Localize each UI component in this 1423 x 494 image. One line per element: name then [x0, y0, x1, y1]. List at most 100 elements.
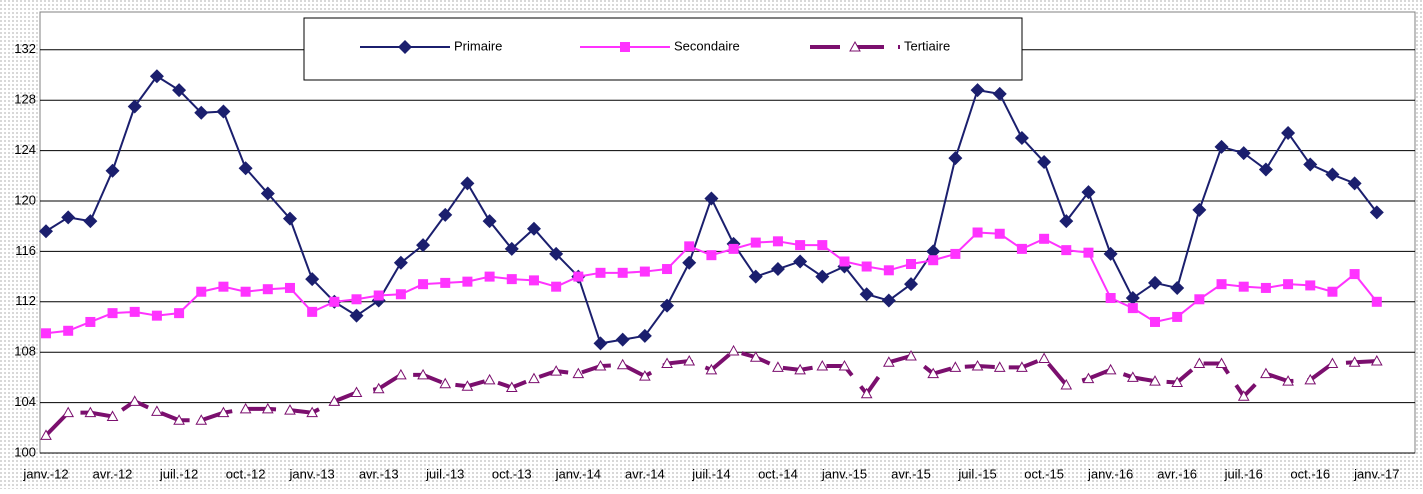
point	[462, 276, 473, 287]
point	[127, 99, 142, 114]
x-tick-label: avr.-15	[891, 466, 931, 481]
point	[526, 221, 541, 236]
point	[483, 373, 496, 385]
point	[1347, 176, 1362, 191]
y-tick-label: 128	[14, 92, 36, 107]
point	[1370, 354, 1383, 366]
point	[505, 381, 518, 392]
point	[106, 410, 119, 421]
point	[1103, 246, 1118, 261]
point	[196, 286, 207, 297]
x-tick-label: juil.-14	[691, 466, 730, 481]
legend-label: Secondaire	[674, 38, 740, 53]
legend-label: Primaire	[454, 38, 502, 53]
point	[329, 296, 340, 307]
point	[1214, 139, 1229, 154]
point	[1149, 375, 1161, 386]
point	[617, 267, 628, 278]
point	[728, 243, 739, 254]
point	[195, 414, 208, 425]
x-tick-label: oct.-15	[1024, 466, 1064, 481]
x-tick-label: oct.-13	[492, 466, 532, 481]
point	[616, 358, 629, 370]
point	[994, 228, 1005, 239]
point	[1236, 146, 1251, 161]
point	[1039, 233, 1050, 244]
point	[860, 387, 873, 399]
point	[194, 105, 209, 120]
point	[395, 368, 407, 380]
point	[950, 248, 961, 259]
point	[1194, 294, 1205, 305]
point	[684, 241, 695, 252]
point	[662, 264, 673, 275]
point	[948, 151, 963, 166]
point	[328, 395, 341, 406]
point	[1038, 352, 1050, 363]
point	[129, 306, 140, 317]
point	[906, 259, 917, 269]
point	[282, 211, 297, 226]
point	[350, 386, 363, 398]
x-tick-label: juil.-16	[1224, 466, 1263, 481]
point	[63, 325, 74, 336]
point	[261, 402, 274, 414]
point	[704, 191, 719, 206]
point	[883, 265, 894, 276]
point	[1304, 373, 1317, 385]
point	[528, 275, 539, 286]
point	[1059, 214, 1074, 229]
point	[1260, 367, 1272, 379]
point	[1283, 279, 1294, 290]
point	[438, 207, 453, 222]
point	[260, 186, 275, 201]
point	[1082, 372, 1095, 384]
point	[793, 254, 808, 269]
point	[1281, 125, 1296, 140]
point	[1150, 316, 1160, 327]
point	[305, 272, 320, 287]
point	[218, 281, 229, 292]
point	[149, 69, 164, 84]
point	[461, 380, 474, 391]
point	[993, 361, 1006, 372]
point	[815, 269, 830, 284]
point	[859, 287, 874, 302]
point	[660, 298, 675, 313]
point	[593, 336, 608, 351]
point	[970, 83, 985, 98]
point	[905, 349, 917, 361]
point	[949, 361, 962, 372]
point	[882, 356, 895, 367]
x-tick-label: avr.-16	[1157, 466, 1197, 481]
point	[482, 214, 497, 229]
point	[1083, 247, 1094, 258]
point	[41, 328, 51, 339]
point	[1170, 280, 1185, 295]
point	[173, 414, 185, 425]
legend-marker	[849, 40, 861, 52]
point	[151, 405, 163, 416]
y-tick-label: 100	[14, 444, 36, 459]
x-tick-label: juil.-12	[159, 466, 198, 481]
point	[107, 308, 118, 319]
point	[1125, 291, 1140, 306]
point	[460, 176, 475, 191]
point	[1349, 269, 1360, 280]
point	[795, 240, 806, 251]
point	[1148, 275, 1162, 290]
point	[306, 406, 319, 418]
point	[418, 279, 429, 290]
point	[1014, 131, 1029, 145]
point	[1193, 357, 1206, 369]
y-tick-label: 120	[14, 192, 36, 207]
point	[683, 354, 696, 366]
point	[926, 244, 941, 259]
point	[105, 163, 120, 178]
x-tick-label: janv.-13	[289, 466, 335, 481]
point	[838, 360, 851, 371]
point	[1215, 357, 1228, 369]
point	[572, 367, 585, 379]
point	[1303, 157, 1318, 172]
